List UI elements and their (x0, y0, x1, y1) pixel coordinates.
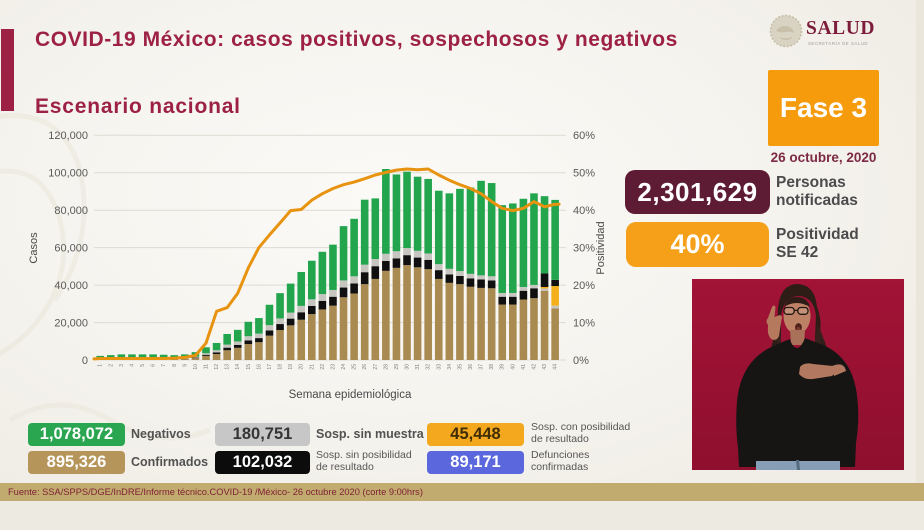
svg-text:60%: 60% (573, 130, 595, 142)
svg-text:40%: 40% (573, 205, 595, 217)
svg-text:12: 12 (214, 364, 220, 370)
svg-text:100,000: 100,000 (48, 168, 88, 180)
svg-text:39: 39 (500, 364, 506, 370)
svg-text:0%: 0% (573, 355, 589, 367)
svg-text:25: 25 (352, 364, 358, 370)
svg-text:40,000: 40,000 (54, 280, 88, 292)
svg-text:33: 33 (436, 364, 442, 370)
svg-text:36: 36 (468, 364, 474, 370)
svg-text:13: 13 (225, 364, 231, 370)
svg-text:9: 9 (182, 364, 188, 367)
svg-text:20: 20 (299, 364, 305, 370)
svg-text:27: 27 (373, 364, 379, 370)
svg-text:16: 16 (256, 364, 262, 370)
svg-text:5: 5 (140, 364, 146, 367)
svg-text:Casos: Casos (28, 232, 40, 264)
svg-text:40: 40 (510, 364, 516, 370)
svg-text:3: 3 (119, 364, 125, 367)
svg-text:24: 24 (341, 364, 347, 370)
svg-text:32: 32 (426, 364, 432, 370)
svg-text:60,000: 60,000 (54, 242, 88, 254)
svg-text:2: 2 (108, 364, 114, 367)
svg-text:29: 29 (394, 364, 400, 370)
svg-text:18: 18 (278, 364, 284, 370)
svg-text:22: 22 (320, 364, 326, 370)
svg-text:38: 38 (489, 364, 495, 370)
svg-text:19: 19 (288, 364, 294, 370)
svg-text:17: 17 (267, 364, 273, 370)
svg-text:34: 34 (447, 364, 453, 370)
svg-text:20,000: 20,000 (54, 317, 88, 329)
svg-text:6: 6 (151, 364, 157, 367)
svg-text:1: 1 (98, 364, 104, 367)
svg-text:37: 37 (479, 364, 485, 370)
svg-text:35: 35 (457, 364, 463, 370)
svg-text:20%: 20% (573, 280, 595, 292)
svg-text:44: 44 (553, 364, 559, 370)
svg-text:50%: 50% (573, 168, 595, 180)
svg-text:23: 23 (331, 364, 337, 370)
svg-text:28: 28 (383, 364, 389, 370)
svg-text:10%: 10% (573, 317, 595, 329)
svg-text:26: 26 (362, 364, 368, 370)
svg-text:30%: 30% (573, 242, 595, 254)
svg-text:14: 14 (235, 364, 241, 370)
svg-text:0: 0 (82, 355, 88, 367)
svg-text:4: 4 (129, 364, 135, 367)
svg-text:43: 43 (542, 364, 548, 370)
svg-text:31: 31 (415, 364, 421, 370)
svg-text:120,000: 120,000 (48, 130, 88, 142)
svg-text:8: 8 (172, 364, 178, 367)
svg-text:Semana epidemiológica: Semana epidemiológica (289, 389, 412, 401)
svg-text:30: 30 (405, 364, 411, 370)
svg-text:11: 11 (204, 364, 210, 369)
svg-text:21: 21 (309, 364, 315, 370)
svg-text:Positividad: Positividad (595, 221, 607, 274)
svg-text:7: 7 (161, 364, 167, 367)
svg-text:41: 41 (521, 364, 527, 370)
svg-text:80,000: 80,000 (54, 205, 88, 217)
svg-text:42: 42 (532, 364, 538, 370)
svg-text:15: 15 (246, 364, 252, 370)
svg-text:10: 10 (193, 364, 199, 370)
